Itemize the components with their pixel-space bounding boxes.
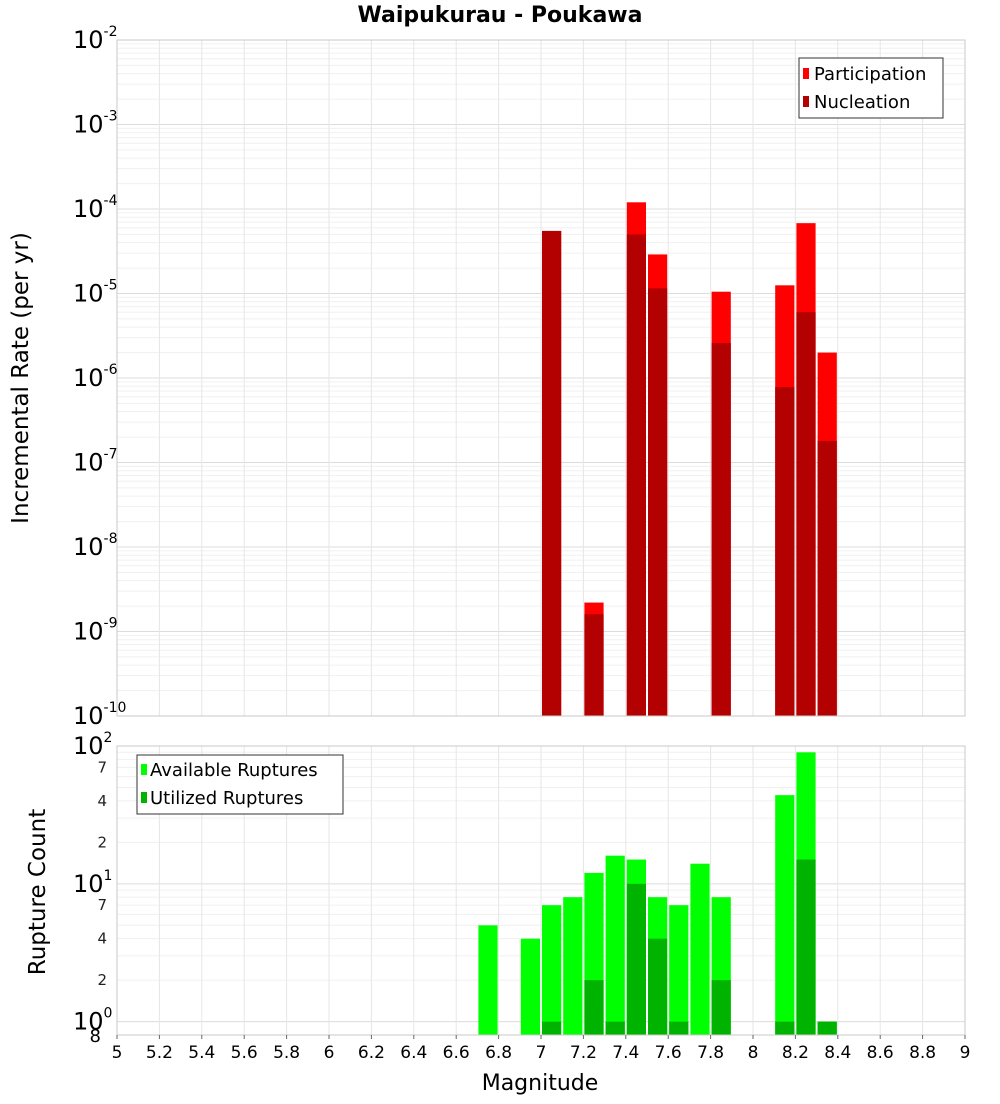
utilized-legend-label: Utilized Ruptures bbox=[150, 788, 303, 809]
count-panel: 100 101 102 8 2 4 7 2 4 7 5 5.2 5.4 5.6 5.8 6 6.2 6.4 6.6… bbox=[25, 730, 970, 1096]
rate-plot-frame bbox=[116, 39, 966, 717]
rate-y-tick-label: 10-9 bbox=[73, 616, 118, 646]
x-tick-label: 6.8 bbox=[485, 1043, 512, 1063]
x-tick-label: 7.6 bbox=[655, 1043, 682, 1063]
count-y-minor-tick-label: 2 bbox=[97, 971, 107, 989]
available-bar bbox=[542, 905, 562, 1035]
x-tick-label: 6 bbox=[324, 1043, 335, 1063]
rate-grid bbox=[116, 39, 966, 717]
count-y-minor-tick-label: 7 bbox=[97, 758, 107, 776]
x-tick-label: 8.8 bbox=[909, 1043, 936, 1063]
x-tick-label: 5 bbox=[112, 1043, 123, 1063]
utilized-bar bbox=[626, 883, 646, 1035]
nucleation-bar bbox=[626, 234, 646, 717]
x-tick-label: 8.2 bbox=[782, 1043, 809, 1063]
participation-legend-label: Participation bbox=[814, 64, 926, 85]
x-tick-label: 7.2 bbox=[570, 1043, 597, 1063]
count-y-minor-tick-label: 7 bbox=[97, 896, 107, 914]
utilized-bar bbox=[584, 980, 604, 1035]
count-bars bbox=[478, 752, 837, 1035]
rate-bars bbox=[542, 202, 837, 717]
available-legend-swatch bbox=[141, 764, 147, 775]
count-y-tick-label: 100 bbox=[73, 1006, 112, 1036]
rate-y-tick-label: 10-3 bbox=[73, 109, 118, 139]
x-tick-label: 6.2 bbox=[358, 1043, 385, 1063]
rate-legend-box bbox=[798, 57, 944, 119]
count-y-minor-tick-label: 2 bbox=[97, 833, 107, 851]
available-bar bbox=[563, 897, 583, 1035]
nucleation-bar bbox=[648, 288, 668, 716]
x-tick-label: 8 bbox=[748, 1043, 759, 1063]
count-y-minor-tick-label: 8 bbox=[90, 1026, 101, 1047]
rate-panel: 10-10 10-9 10-8 10-7 10-6 10-5 10-4 10-3 10-2 In… bbox=[8, 24, 966, 730]
utilized-bar bbox=[711, 980, 731, 1035]
utilized-bar bbox=[648, 938, 668, 1035]
x-tick-label: 5.8 bbox=[273, 1043, 300, 1063]
rate-y-tick-label: 10-4 bbox=[73, 193, 118, 223]
rate-y-axis-label: Incremental Rate (per yr) bbox=[8, 232, 34, 524]
count-legend-box bbox=[136, 754, 344, 815]
nucleation-bar bbox=[542, 230, 562, 717]
x-tick-label: 5.2 bbox=[146, 1043, 173, 1063]
nucleation-bar bbox=[711, 342, 731, 716]
x-tick-label: 9 bbox=[960, 1043, 971, 1063]
nucleation-bar bbox=[775, 387, 795, 716]
x-axis-label: Magnitude bbox=[482, 1071, 599, 1096]
x-tick-label: 5.6 bbox=[231, 1043, 258, 1063]
rate-y-tick-label: 10-8 bbox=[73, 531, 118, 561]
count-y-tick-label: 102 bbox=[73, 730, 112, 760]
available-bar bbox=[520, 938, 540, 1035]
nucleation-bar bbox=[817, 440, 837, 716]
x-tick-label: 7.4 bbox=[612, 1043, 639, 1063]
count-y-ticks: 100 101 102 8 2 4 7 2 4 7 bbox=[73, 730, 112, 1047]
available-bar bbox=[690, 863, 710, 1035]
utilized-bar bbox=[669, 1021, 689, 1035]
count-y-minor-tick-label: 4 bbox=[97, 930, 107, 948]
nucleation-bar bbox=[796, 312, 816, 716]
x-ticks: 5 5.2 5.4 5.6 5.8 6 6.2 6.4 6.6 6.8 7 7.2 7.4 7.6 7.8 8… bbox=[112, 1035, 971, 1063]
x-tick-label: 7.8 bbox=[697, 1043, 724, 1063]
nucleation-legend-swatch bbox=[803, 96, 809, 107]
chart-title: Waipukurau - Poukawa bbox=[358, 3, 643, 28]
nucleation-bar bbox=[584, 614, 604, 716]
participation-legend-swatch bbox=[803, 68, 809, 79]
available-bar bbox=[605, 855, 625, 1035]
rate-y-tick-label: 10-2 bbox=[73, 24, 118, 54]
utilized-legend-swatch bbox=[141, 792, 147, 803]
count-y-tick-label: 101 bbox=[73, 868, 112, 898]
x-tick-label: 5.4 bbox=[188, 1043, 215, 1063]
x-tick-label: 7 bbox=[536, 1043, 547, 1063]
x-tick-label: 8.6 bbox=[867, 1043, 894, 1063]
utilized-bar bbox=[605, 1021, 625, 1035]
available-bar bbox=[775, 795, 795, 1035]
rate-y-tick-label: 10-5 bbox=[73, 278, 118, 308]
available-legend-label: Available Ruptures bbox=[150, 760, 318, 781]
rate-y-tick-label: 10-6 bbox=[73, 362, 118, 392]
count-y-axis-label: Rupture Count bbox=[25, 809, 51, 975]
utilized-bar bbox=[817, 1021, 837, 1035]
utilized-bar bbox=[542, 1021, 562, 1035]
available-bar bbox=[669, 905, 689, 1035]
nucleation-legend-label: Nucleation bbox=[814, 92, 910, 113]
utilized-bar bbox=[796, 859, 816, 1035]
utilized-bar bbox=[775, 1021, 795, 1035]
rate-y-ticks: 10-10 10-9 10-8 10-7 10-6 10-5 10-4 10-3 10-2 bbox=[73, 24, 126, 730]
rate-y-tick-label: 10-7 bbox=[73, 447, 118, 477]
count-legend: Available Ruptures Utilized Ruptures bbox=[136, 754, 344, 815]
count-y-minor-tick-label: 4 bbox=[97, 792, 107, 810]
rate-legend: Participation Nucleation bbox=[798, 57, 944, 119]
rate-y-tick-label: 10-10 bbox=[73, 700, 126, 730]
available-bar bbox=[478, 925, 498, 1035]
x-tick-label: 6.6 bbox=[443, 1043, 470, 1063]
x-tick-label: 8.4 bbox=[824, 1043, 851, 1063]
x-tick-label: 6.4 bbox=[400, 1043, 427, 1063]
